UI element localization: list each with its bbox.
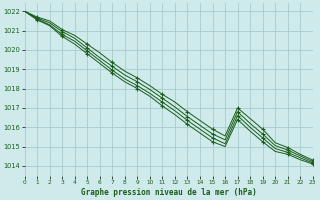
- X-axis label: Graphe pression niveau de la mer (hPa): Graphe pression niveau de la mer (hPa): [81, 188, 257, 197]
